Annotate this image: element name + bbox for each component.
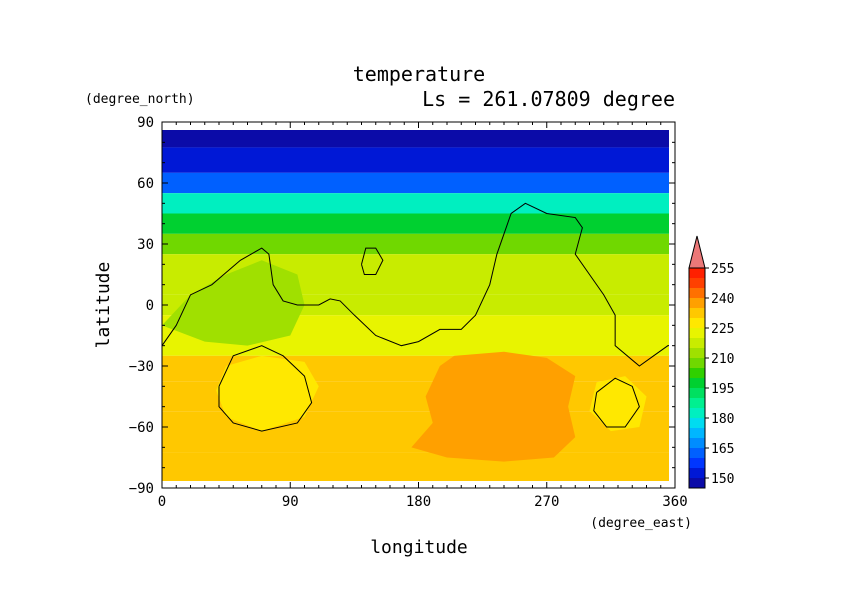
colorbar-swatch bbox=[689, 308, 705, 318]
colorbar-tick-label: 240 bbox=[711, 292, 734, 307]
chart-subtitle: Ls = 261.07809 degree bbox=[422, 87, 675, 111]
colorbar-swatch bbox=[689, 268, 705, 278]
y-tick-label: 0 bbox=[146, 298, 154, 314]
colorbar-tick-label: 255 bbox=[711, 262, 734, 277]
x-tick-label: 90 bbox=[282, 494, 299, 510]
x-tick-label: 0 bbox=[158, 494, 166, 510]
colorbar-swatch bbox=[689, 398, 705, 408]
temperature-band bbox=[162, 130, 669, 148]
x-tick-label: 180 bbox=[406, 494, 431, 510]
colorbar-swatch bbox=[689, 338, 705, 348]
colorbar-swatch bbox=[689, 388, 705, 398]
colorbar-tick-label: 150 bbox=[711, 472, 734, 487]
temperature-region-cool-north-west-basin bbox=[216, 355, 319, 432]
colorbar-tick-label: 165 bbox=[711, 442, 734, 457]
colorbar-swatch bbox=[689, 318, 705, 328]
colorbar-extend-outline bbox=[688, 235, 706, 269]
temperature-band bbox=[162, 452, 669, 481]
x-axis: 0 90 180 270 360 bbox=[158, 122, 688, 510]
temperature-band bbox=[162, 147, 669, 173]
heatmap-fill bbox=[162, 130, 669, 481]
colorbar-swatch bbox=[689, 458, 705, 468]
y-axis-title: latitude bbox=[93, 262, 114, 349]
y-tick-label: 30 bbox=[137, 237, 154, 253]
colorbar-tick-label: 210 bbox=[711, 352, 734, 367]
contour-argyre-basin bbox=[593, 377, 640, 428]
colorbar-swatch bbox=[689, 408, 705, 418]
y-tick-label: −30 bbox=[129, 359, 154, 375]
contour-topography-main bbox=[162, 202, 669, 367]
colorbar-swatch bbox=[689, 418, 705, 428]
colorbar-extend-triangle bbox=[689, 236, 705, 268]
y-units-label: (degree_north) bbox=[85, 92, 195, 107]
temperature-band bbox=[162, 335, 669, 356]
colorbar-swatch bbox=[689, 348, 705, 358]
colorbar-swatch bbox=[689, 358, 705, 368]
colorbar-tick-label: 225 bbox=[711, 322, 734, 337]
colorbar-swatch bbox=[689, 298, 705, 308]
colorbar: 150 165 180 195 210 225 240 255 bbox=[688, 235, 734, 489]
colorbar-swatch bbox=[689, 468, 705, 478]
y-tick-label: −60 bbox=[129, 420, 154, 436]
y-tick-label: −90 bbox=[129, 481, 154, 497]
colorbar-swatch bbox=[689, 278, 705, 288]
temperature-region-warm-south bbox=[411, 351, 576, 462]
temperature-band bbox=[162, 172, 669, 194]
temperature-band bbox=[162, 233, 669, 255]
x-tick-label: 270 bbox=[534, 494, 559, 510]
y-tick-label: 60 bbox=[137, 176, 154, 192]
x-units-label: (degree_east) bbox=[590, 516, 692, 531]
colorbar-swatch bbox=[689, 478, 705, 488]
colorbar-swatch bbox=[689, 448, 705, 458]
temperature-band bbox=[162, 254, 669, 275]
colorbar-swatch bbox=[689, 378, 705, 388]
y-tick-label: 90 bbox=[137, 115, 154, 131]
colorbar-swatch bbox=[689, 328, 705, 338]
colorbar-tick-label: 180 bbox=[711, 412, 734, 427]
contour-topography-island bbox=[361, 247, 384, 275]
temperature-band bbox=[162, 213, 669, 234]
colorbar-swatch bbox=[689, 428, 705, 438]
x-tick-label: 360 bbox=[662, 494, 687, 510]
x-axis-title: longitude bbox=[370, 537, 468, 558]
colorbar-tick-label: 195 bbox=[711, 382, 734, 397]
temperature-band bbox=[162, 193, 669, 214]
colorbar-swatch bbox=[689, 288, 705, 298]
colorbar-swatch bbox=[689, 368, 705, 378]
temperature-region-equatorial-green bbox=[162, 260, 305, 346]
contour-lines bbox=[162, 202, 669, 432]
y-axis: 90 60 30 0 −30 −60 −90 bbox=[129, 115, 675, 497]
contour-hellas-basin bbox=[218, 345, 313, 432]
chart-title: temperature bbox=[353, 62, 485, 86]
colorbar-swatch bbox=[689, 438, 705, 448]
